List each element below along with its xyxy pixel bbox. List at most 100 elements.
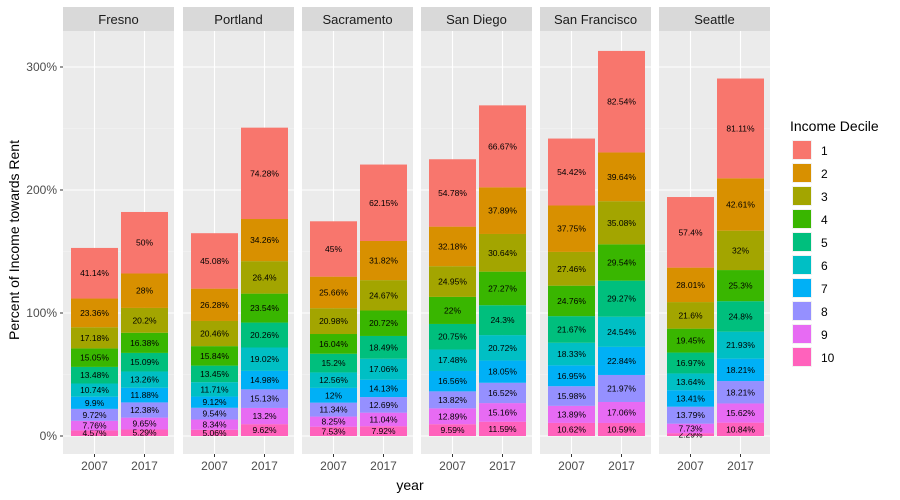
data-label: 11.71% xyxy=(200,384,229,394)
bar-segment xyxy=(310,353,357,373)
legend-label: 7 xyxy=(821,282,828,296)
data-label: 18.49% xyxy=(369,342,398,352)
x-tick-label: 2007 xyxy=(677,459,704,473)
data-label: 25.66% xyxy=(319,287,348,297)
data-label: 12.89% xyxy=(438,411,467,421)
bar-segment xyxy=(429,296,476,324)
bar-segment xyxy=(598,401,645,423)
bar-segment xyxy=(71,366,118,384)
data-label: 10.74% xyxy=(80,385,109,395)
data-label: 62.15% xyxy=(369,198,398,208)
bar-segment xyxy=(360,358,407,380)
data-label: 17.18% xyxy=(80,333,109,343)
data-label: 26.28% xyxy=(200,300,229,310)
bar-segment xyxy=(241,424,288,436)
bar-segment xyxy=(71,298,118,328)
bar-segment xyxy=(121,211,168,274)
data-label: 12% xyxy=(325,390,342,400)
data-label: 7.53% xyxy=(321,426,346,436)
bar-segment xyxy=(191,407,238,420)
legend-label: 2 xyxy=(821,167,828,181)
bar-segment xyxy=(310,372,357,388)
bar-segment xyxy=(548,205,595,252)
bar-segment xyxy=(241,347,288,371)
data-label: 29.27% xyxy=(607,294,636,304)
data-label: 16.56% xyxy=(438,376,467,386)
data-label: 35.08% xyxy=(607,218,636,228)
bar-segment xyxy=(479,335,526,361)
bar-segment xyxy=(241,407,288,425)
legend-swatch xyxy=(793,187,811,205)
data-label: 18.33% xyxy=(557,349,586,359)
data-label: 21.93% xyxy=(726,340,755,350)
data-label: 30.64% xyxy=(488,248,517,258)
data-label: 9.54% xyxy=(202,409,227,419)
bar-segment xyxy=(667,267,714,303)
bar-segment xyxy=(360,280,407,311)
facet-strip xyxy=(659,7,770,31)
data-label: 23.36% xyxy=(80,308,109,318)
data-label: 20.98% xyxy=(319,316,348,326)
y-tick-label: 100% xyxy=(26,306,57,320)
facet-label: Seattle xyxy=(694,12,734,27)
facet-label: San Diego xyxy=(446,12,507,27)
data-label: 11.59% xyxy=(488,424,517,434)
data-label: 15.05% xyxy=(80,353,109,363)
x-tick-label: 2017 xyxy=(727,459,754,473)
y-axis: 0% 100% 200% 300% xyxy=(26,60,63,443)
bar-segment xyxy=(717,403,764,423)
data-label: 9.72% xyxy=(82,410,107,420)
facet-panel: Sacramento 7.53%8.25% 11.34% 12% 12.56% 15.2%… xyxy=(302,7,413,473)
x-tick-label: 2007 xyxy=(320,459,347,473)
data-label: 15.98% xyxy=(557,391,586,401)
bar-segment xyxy=(717,78,764,179)
data-label: 20.72% xyxy=(488,343,517,353)
data-label: 15.16% xyxy=(488,407,517,417)
data-label: 37.89% xyxy=(488,206,517,216)
data-label: 8.34% xyxy=(202,420,227,430)
bar-segment xyxy=(310,426,357,436)
data-label: 17.48% xyxy=(438,355,467,365)
bar-segment xyxy=(429,266,476,297)
legend-swatch xyxy=(793,325,811,343)
data-label: 13.82% xyxy=(438,395,467,405)
bar-segment xyxy=(667,352,714,374)
bar-segment xyxy=(548,138,595,206)
facet-strip xyxy=(421,7,532,31)
bar-segment xyxy=(71,408,118,421)
data-label: 15.2% xyxy=(321,358,346,368)
y-tick-label: 300% xyxy=(26,60,57,74)
data-label: 27.46% xyxy=(557,264,586,274)
data-label: 15.09% xyxy=(130,357,159,367)
bar-segment xyxy=(548,422,595,436)
data-label: 32% xyxy=(732,245,749,255)
bar-segment xyxy=(360,379,407,398)
bar-segment xyxy=(667,390,714,407)
legend-label: 4 xyxy=(821,213,828,227)
data-label: 13.41% xyxy=(676,393,705,403)
data-label: 22.84% xyxy=(607,356,636,366)
legend-label: 8 xyxy=(821,305,828,319)
legend-label: 5 xyxy=(821,236,828,250)
legend-swatch xyxy=(793,279,811,297)
bar-segment xyxy=(241,219,288,262)
data-label: 41.14% xyxy=(80,268,109,278)
bar-segment xyxy=(191,346,238,366)
data-label: 16.04% xyxy=(319,339,348,349)
bar-segment xyxy=(717,422,764,436)
data-label: 20.75% xyxy=(438,332,467,342)
data-label: 74.28% xyxy=(250,168,279,178)
data-label: 31.82% xyxy=(369,256,398,266)
data-label: 12.56% xyxy=(319,375,348,385)
bar-segment xyxy=(241,261,288,294)
legend-swatch xyxy=(793,302,811,320)
x-axis-label: year xyxy=(396,477,424,493)
data-label: 7.73% xyxy=(678,423,703,433)
facet-panel: Fresno 4.57%7.76%9.72% 9.9% 10.74% 13.48% 15.… xyxy=(63,7,174,473)
data-label: 25.3% xyxy=(728,281,753,291)
bar-segment xyxy=(241,370,288,390)
data-label: 9.62% xyxy=(252,425,277,435)
data-label: 4.57% xyxy=(82,428,107,438)
y-tick-label: 200% xyxy=(26,183,57,197)
data-label: 5.29% xyxy=(132,428,157,438)
